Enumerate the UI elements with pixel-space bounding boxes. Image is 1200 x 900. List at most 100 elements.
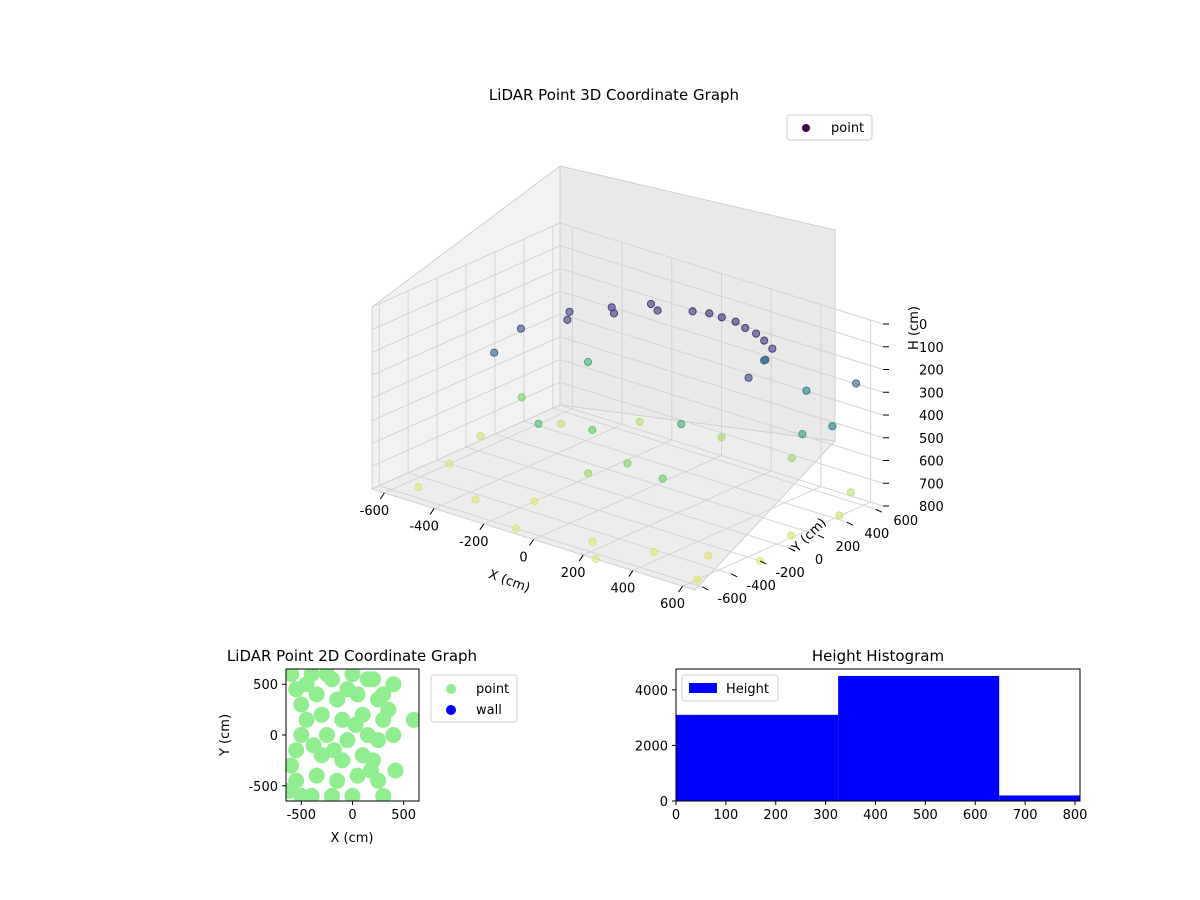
- grid-3d-h-left-3: [371, 290, 561, 376]
- chart-3d-legend: point: [786, 114, 873, 141]
- chart-3d-legend-box: [786, 114, 873, 141]
- chart-2d-ylabel: Y (cm): [218, 714, 233, 757]
- tick-3d-y-6: [875, 508, 882, 513]
- point-3d: [414, 483, 423, 492]
- point-3d: [752, 329, 761, 338]
- point-3d: [688, 307, 697, 316]
- tick-3d-x-2: [479, 523, 485, 531]
- grid-3d-h-back-8: [559, 404, 884, 507]
- point-2d: [318, 669, 335, 683]
- point-2d: [293, 727, 310, 743]
- point-3d: [516, 324, 526, 333]
- tick-hist-y-label-1: 2000: [635, 739, 668, 754]
- chart-3d-xlabel: X (cm): [486, 567, 532, 596]
- grid-3d-h-back-6: [559, 359, 884, 461]
- point-2d: [362, 762, 379, 779]
- tick-3d-x-4: [578, 554, 584, 562]
- point-3d: [787, 453, 796, 463]
- grid-3d-h-left-2: [371, 268, 561, 353]
- tick-3d-x-6: [678, 585, 683, 593]
- point-2d: [324, 787, 340, 801]
- tick-3d-y-label-2: -200: [775, 566, 805, 581]
- grid-3d-y-floor-0: [379, 485, 703, 588]
- tick-3d-x-label-1: -400: [409, 519, 439, 534]
- grid-3d-h-left-8: [371, 404, 561, 490]
- chart-histogram-legend-label: Height: [726, 682, 769, 697]
- point-3d: [517, 393, 526, 402]
- point-3d: [565, 307, 574, 316]
- tick-3d-y-label-1: -400: [746, 579, 776, 594]
- point-2d: [405, 711, 419, 728]
- chart-2d-legend-label-point: point: [476, 682, 509, 697]
- point-2d: [339, 681, 356, 698]
- point-2d: [359, 671, 376, 688]
- chart-histogram: Height Histogram 0 100 200 300 400 500 600 700 8…: [635, 647, 1088, 823]
- tick-2d-y-label-2: 500: [253, 678, 278, 693]
- tick-hist-x-label-8: 800: [1063, 808, 1088, 823]
- tick-3d-y-2: [759, 560, 767, 565]
- point-3d: [692, 575, 702, 584]
- chart-2d-title: LiDAR Point 2D Coordinate Graph: [227, 647, 477, 665]
- chart-3d-legend-label: point: [831, 121, 864, 136]
- point-3d: [583, 357, 593, 367]
- tick-3d-h-label-8: 800: [919, 500, 944, 515]
- tick-hist-y-label-0: 0: [660, 795, 668, 810]
- grid-3d-h-left-6: [371, 359, 561, 444]
- point-3d: [649, 547, 658, 556]
- point-2d: [334, 711, 351, 728]
- point-3d: [471, 495, 480, 504]
- tick-2d-x-label-2: 500: [391, 808, 416, 823]
- tick-3d-h-label-3: 300: [919, 386, 944, 401]
- chart-3d-zlabel: H (cm): [907, 306, 922, 350]
- histogram-bar-1: [838, 675, 1000, 801]
- tick-3d-x-1: [429, 508, 435, 515]
- point-2d: [329, 691, 346, 708]
- point-3d: [798, 430, 807, 439]
- tick-hist-x-label-5: 500: [913, 808, 938, 823]
- tick-3d-h-label-5: 500: [919, 432, 944, 447]
- chart-histogram-ticks: 0 100 200 300 400 500 600 700 800 0 2000 4000: [635, 684, 1088, 823]
- tick-3d-h-label-0: 0: [919, 318, 927, 333]
- chart-2d-legend-label-wall: wall: [476, 703, 502, 718]
- tick-3d-x-0: [380, 492, 385, 500]
- tick-hist-y-label-2: 4000: [635, 684, 668, 699]
- chart-2d-legend-marker-point: [446, 684, 456, 694]
- chart-2d-points: [286, 669, 419, 801]
- tick-3d-y-3: [788, 547, 796, 552]
- chart-2d-legend: point wall: [430, 674, 518, 723]
- tick-3d-h-label-6: 600: [919, 455, 944, 470]
- chart-histogram-legend: Height: [681, 674, 779, 702]
- grid-3d-y-floor-5: [523, 420, 847, 523]
- grid-3d-h-left-0: [371, 222, 561, 308]
- point-3d: [677, 420, 686, 429]
- tick-hist-x-label-7: 700: [1013, 808, 1038, 823]
- chart-3d-pane-back: [559, 165, 836, 442]
- point-3d: [759, 356, 769, 365]
- point-2d: [305, 737, 322, 754]
- chart-histogram-legend-box: [681, 674, 779, 702]
- tick-3d-x-label-2: -200: [459, 535, 489, 550]
- histogram-bar-0: [676, 714, 839, 801]
- tick-3d-y-5: [846, 521, 854, 526]
- tick-3d-x-label-4: 200: [561, 566, 586, 581]
- point-3d: [768, 344, 777, 353]
- tick-3d-h-label-4: 400: [919, 409, 944, 424]
- point-2d: [339, 732, 356, 749]
- grid-3d-y-floor-3: [465, 446, 790, 549]
- chart-2d: LiDAR Point 2D Coordinate Graph -500 0 500…: [218, 647, 518, 846]
- tick-3d-y-1: [730, 573, 738, 578]
- point-3d: [786, 531, 796, 540]
- tick-3d-y-label-5: 400: [864, 527, 889, 542]
- chart-3d-title: LiDAR Point 3D Coordinate Graph: [489, 86, 739, 104]
- point-3d: [557, 419, 566, 428]
- point-3d: [658, 474, 667, 483]
- point-3d: [802, 386, 811, 395]
- point-3d: [646, 299, 656, 309]
- point-3d: [584, 469, 593, 478]
- point-2d: [293, 696, 310, 713]
- grid-3d-y-floor-1: [408, 472, 732, 575]
- point-2d: [286, 757, 300, 774]
- grid-3d-h-back-0: [559, 222, 884, 325]
- point-3d: [534, 419, 543, 428]
